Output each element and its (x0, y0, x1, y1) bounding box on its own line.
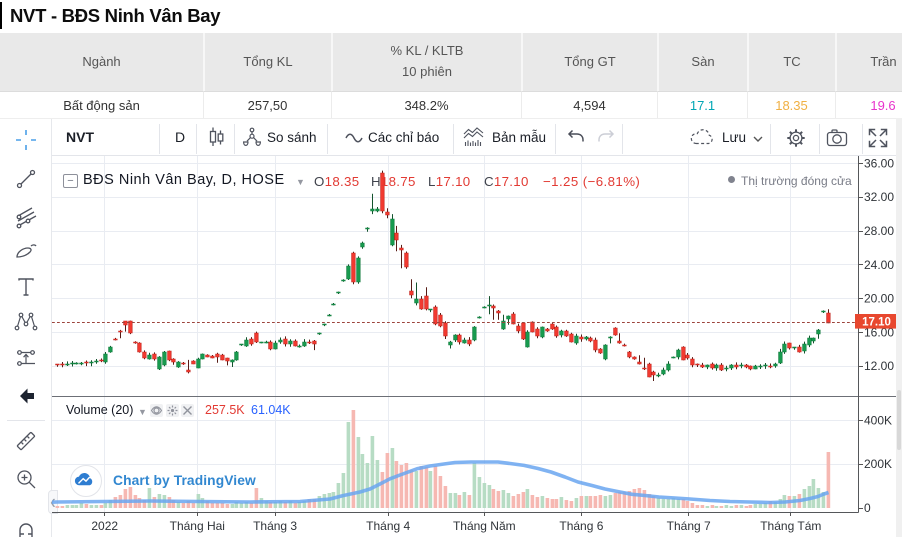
svg-text:Tháng Năm: Tháng Năm (453, 519, 516, 533)
svg-text:20.00: 20.00 (864, 292, 894, 306)
svg-text:24.00: 24.00 (864, 258, 894, 272)
svg-text:12.00: 12.00 (864, 359, 894, 373)
svg-text:36.00: 36.00 (864, 156, 894, 170)
svg-text:28.00: 28.00 (864, 224, 894, 238)
svg-text:0: 0 (864, 501, 871, 515)
svg-text:Tháng 6: Tháng 6 (559, 519, 603, 533)
svg-text:Tháng 7: Tháng 7 (667, 519, 711, 533)
svg-text:Tháng Tám: Tháng Tám (760, 519, 821, 533)
svg-text:16.00: 16.00 (864, 325, 894, 339)
svg-text:Tháng 3: Tháng 3 (253, 519, 297, 533)
svg-text:2022: 2022 (91, 519, 118, 533)
svg-text:17.10: 17.10 (862, 317, 891, 329)
svg-text:400K: 400K (864, 414, 892, 428)
svg-text:32.00: 32.00 (864, 190, 894, 204)
svg-text:200K: 200K (864, 457, 892, 471)
svg-text:Tháng 4: Tháng 4 (366, 519, 410, 533)
svg-text:Tháng Hai: Tháng Hai (170, 519, 225, 533)
